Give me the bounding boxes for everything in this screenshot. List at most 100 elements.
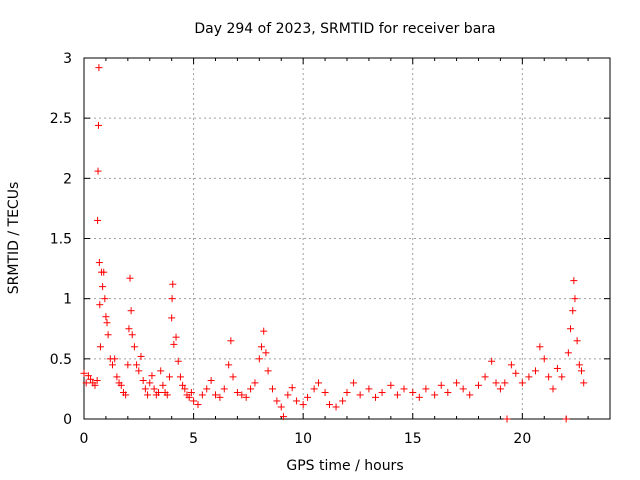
data-point bbox=[501, 379, 509, 387]
data-point bbox=[562, 415, 570, 423]
data-point bbox=[207, 376, 215, 384]
data-point bbox=[299, 401, 307, 409]
data-point bbox=[570, 277, 578, 285]
data-point bbox=[103, 319, 111, 327]
data-point bbox=[279, 413, 287, 421]
data-point bbox=[284, 391, 292, 399]
data-point bbox=[122, 391, 130, 399]
data-point bbox=[190, 397, 198, 405]
chart-title: Day 294 of 2023, SRMTID for receiver bar… bbox=[194, 21, 495, 37]
axis-ticks: 0 5 10 15 20 0 0.5 1 1.5 2 2.5 3 bbox=[50, 51, 610, 447]
data-point bbox=[168, 295, 176, 303]
data-point bbox=[422, 385, 430, 393]
data-point bbox=[111, 355, 119, 363]
data-point bbox=[260, 327, 268, 335]
data-point bbox=[91, 381, 99, 389]
data-point bbox=[203, 385, 211, 393]
grid bbox=[84, 58, 610, 419]
y-tick-label: 0.5 bbox=[50, 352, 72, 368]
data-point bbox=[124, 361, 132, 369]
data-point bbox=[168, 314, 176, 322]
data-point bbox=[488, 357, 496, 365]
data-point bbox=[96, 343, 104, 351]
data-point bbox=[212, 391, 219, 399]
x-tick-label: 5 bbox=[189, 431, 198, 447]
data-point bbox=[437, 381, 445, 389]
data-point bbox=[343, 389, 351, 397]
data-point bbox=[475, 381, 482, 389]
data-point bbox=[310, 385, 318, 393]
data-point bbox=[135, 367, 143, 375]
data-point bbox=[371, 393, 379, 401]
data-point bbox=[578, 367, 586, 375]
data-point bbox=[518, 379, 526, 387]
data-point bbox=[393, 391, 401, 399]
data-point bbox=[169, 280, 177, 288]
data-point bbox=[540, 355, 548, 363]
data-point bbox=[365, 385, 373, 393]
data-point bbox=[84, 372, 92, 380]
data-point bbox=[95, 259, 103, 267]
data-point bbox=[181, 385, 189, 393]
data-point bbox=[339, 397, 347, 405]
data-point bbox=[264, 367, 272, 375]
data-point bbox=[242, 393, 250, 401]
y-tick-label: 1 bbox=[63, 292, 72, 308]
data-point bbox=[431, 391, 439, 399]
data-point bbox=[194, 401, 202, 409]
data-point bbox=[174, 357, 182, 365]
data-point bbox=[545, 373, 553, 381]
data-point bbox=[453, 379, 461, 387]
data-point bbox=[100, 268, 108, 276]
x-tick-label: 20 bbox=[513, 431, 531, 447]
data-point bbox=[536, 343, 544, 351]
data-point bbox=[137, 352, 145, 360]
data-point bbox=[227, 337, 235, 345]
data-point bbox=[179, 381, 187, 389]
data-point bbox=[580, 379, 588, 387]
data-point bbox=[531, 367, 539, 375]
data-point bbox=[172, 333, 180, 341]
y-tick-label: 2.5 bbox=[50, 111, 72, 127]
data-point bbox=[102, 313, 110, 321]
data-point bbox=[150, 385, 158, 393]
data-point bbox=[273, 397, 281, 405]
data-point bbox=[99, 283, 107, 291]
data-point bbox=[198, 391, 206, 399]
x-tick-label: 0 bbox=[80, 431, 89, 447]
data-point bbox=[251, 379, 259, 387]
data-point bbox=[262, 349, 270, 357]
y-tick-label: 1.5 bbox=[50, 232, 72, 248]
data-point bbox=[130, 343, 138, 351]
data-point bbox=[80, 369, 88, 377]
data-point bbox=[288, 384, 296, 392]
data-point bbox=[95, 64, 103, 72]
data-point bbox=[409, 389, 417, 397]
data-point bbox=[155, 389, 163, 397]
x-axis-label: GPS time / hours bbox=[286, 458, 403, 474]
data-point bbox=[87, 375, 95, 383]
y-axis-label: SRMTID / TECUs bbox=[6, 182, 22, 295]
data-point bbox=[229, 373, 237, 381]
data-point bbox=[101, 295, 109, 303]
data-point bbox=[148, 372, 156, 380]
data-point bbox=[378, 389, 386, 397]
data-point bbox=[268, 385, 276, 393]
data-point bbox=[571, 295, 579, 303]
data-point bbox=[165, 373, 173, 381]
data-point bbox=[564, 349, 572, 357]
data-point bbox=[238, 391, 246, 399]
x-tick-label: 15 bbox=[404, 431, 422, 447]
data-point bbox=[315, 379, 323, 387]
data-point bbox=[247, 385, 255, 393]
data-point bbox=[512, 369, 520, 377]
data-point bbox=[216, 393, 224, 401]
data-point bbox=[141, 385, 149, 393]
data-point bbox=[133, 361, 141, 369]
plot-border bbox=[83, 57, 611, 420]
data-point bbox=[94, 216, 102, 224]
data-point bbox=[503, 415, 511, 423]
data-point bbox=[125, 325, 133, 333]
data-point bbox=[573, 337, 581, 345]
data-point bbox=[159, 381, 167, 389]
